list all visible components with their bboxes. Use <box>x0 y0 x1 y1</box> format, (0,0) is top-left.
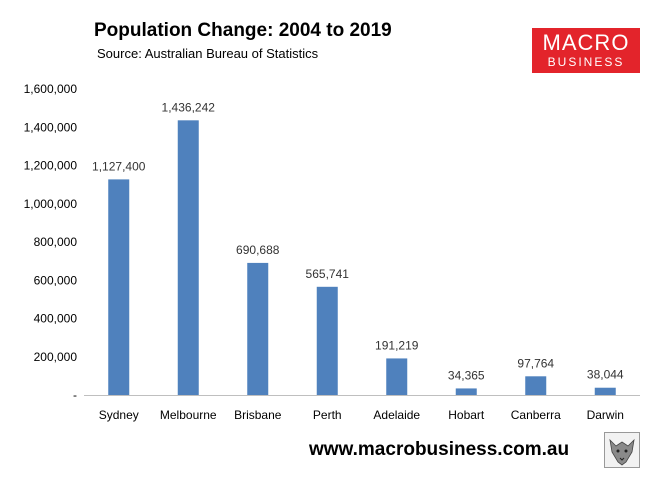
data-label: 191,219 <box>375 338 419 352</box>
x-tick-label: Perth <box>313 408 342 422</box>
y-tick-label: 1,600,000 <box>24 82 78 96</box>
x-tick-label: Adelaide <box>373 408 420 422</box>
y-tick-label: 200,000 <box>34 350 78 364</box>
bar <box>455 388 477 395</box>
data-label: 690,688 <box>236 243 280 257</box>
data-label: 565,741 <box>306 267 350 281</box>
bar <box>108 179 130 395</box>
data-label: 1,436,242 <box>162 100 216 114</box>
data-label: 97,764 <box>517 356 554 370</box>
y-tick-label: 400,000 <box>34 312 78 326</box>
chart-title: Population Change: 2004 to 2019 <box>94 20 392 41</box>
bar <box>594 387 616 395</box>
x-tick-label: Brisbane <box>234 408 282 422</box>
y-tick-label: 1,200,000 <box>24 159 78 173</box>
y-tick-label: 600,000 <box>34 273 78 287</box>
x-tick-label: Hobart <box>448 408 485 422</box>
bar <box>177 120 199 395</box>
y-tick-label: - <box>73 388 77 402</box>
x-tick-label: Darwin <box>587 408 624 422</box>
data-label: 38,044 <box>587 368 624 382</box>
bar <box>247 262 269 395</box>
bar <box>316 286 338 395</box>
logo-line-macro: MACRO <box>542 30 630 55</box>
y-tick-label: 800,000 <box>34 235 78 249</box>
bar <box>525 376 547 395</box>
bar <box>386 358 408 395</box>
x-tick-label: Melbourne <box>160 408 217 422</box>
y-tick-label: 1,400,000 <box>24 120 78 134</box>
x-tick-label: Canberra <box>511 408 561 422</box>
website-url: www.macrobusiness.com.au <box>309 439 570 460</box>
chart-subtitle: Source: Australian Bureau of Statistics <box>97 46 319 61</box>
logo-line-business: BUSINESS <box>547 55 625 69</box>
data-label: 34,365 <box>448 368 485 382</box>
data-label: 1,127,400 <box>92 159 146 173</box>
wolf-icon <box>604 432 640 468</box>
x-tick-label: Sydney <box>99 408 139 422</box>
macrobusiness-logo: MACRO BUSINESS <box>532 28 640 73</box>
y-tick-label: 1,000,000 <box>24 197 78 211</box>
